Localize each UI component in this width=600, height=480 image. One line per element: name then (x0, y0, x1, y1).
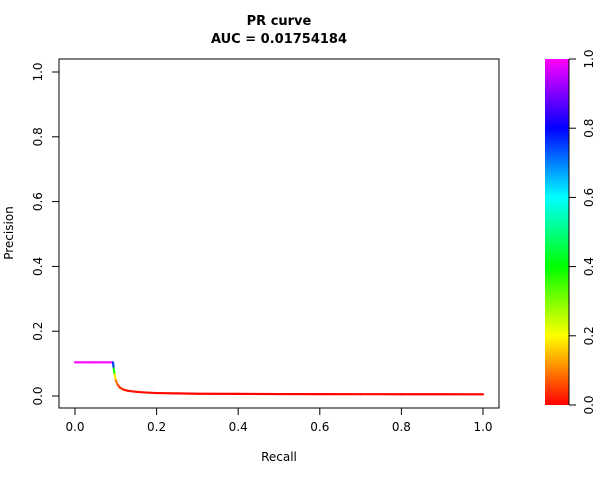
y-tick-label: 1.0 (31, 62, 45, 81)
y-tick-label: 0.2 (31, 322, 45, 341)
y-tick-label: 0.6 (31, 192, 45, 211)
pr-curve-segment (143, 391, 158, 395)
pr-curve-series (73, 361, 485, 396)
x-tick-label: 0.0 (65, 420, 84, 434)
chart-subtitle: AUC = 0.01754184 (211, 32, 347, 47)
x-tick-label: 0.2 (147, 420, 166, 434)
plot-area-frame (58, 58, 500, 409)
colorbar-tick-label: 0.2 (582, 326, 596, 345)
x-tick-label: 1.0 (473, 420, 492, 434)
colorbar-tick-label: 0.4 (582, 257, 596, 276)
y-axis-label: Precision (2, 206, 16, 260)
colorbar-axis: 0.0 0.2 0.4 0.6 0.8 1.0 (568, 49, 596, 415)
x-tick-label: 0.4 (229, 420, 248, 434)
x-axis-label: Recall (261, 450, 297, 464)
y-axis: 0.0 0.2 0.4 0.6 0.8 1.0 (31, 62, 60, 406)
y-tick-label: 0.0 (31, 386, 45, 405)
colorbar-tick-label: 0.8 (582, 119, 596, 138)
chart-title: PR curve (247, 14, 312, 29)
y-tick-label: 0.8 (31, 127, 45, 146)
pr-curve-segment (135, 390, 146, 394)
colorbar (545, 59, 569, 405)
colorbar-tick-label: 0.0 (582, 395, 596, 414)
colorbar-tick-label: 1.0 (582, 49, 596, 68)
colorbar-tick-label: 0.6 (582, 188, 596, 207)
pr-curve-segment (126, 389, 138, 393)
x-tick-label: 0.8 (392, 420, 411, 434)
x-tick-label: 0.6 (310, 420, 329, 434)
y-tick-label: 0.4 (31, 257, 45, 276)
x-axis: 0.0 0.2 0.4 0.6 0.8 1.0 (65, 407, 493, 434)
